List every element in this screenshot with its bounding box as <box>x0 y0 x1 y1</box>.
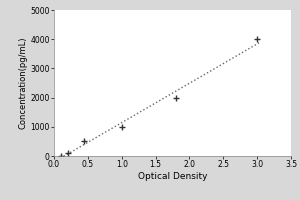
Y-axis label: Concentration(pg/mL): Concentration(pg/mL) <box>19 37 28 129</box>
X-axis label: Optical Density: Optical Density <box>138 172 207 181</box>
